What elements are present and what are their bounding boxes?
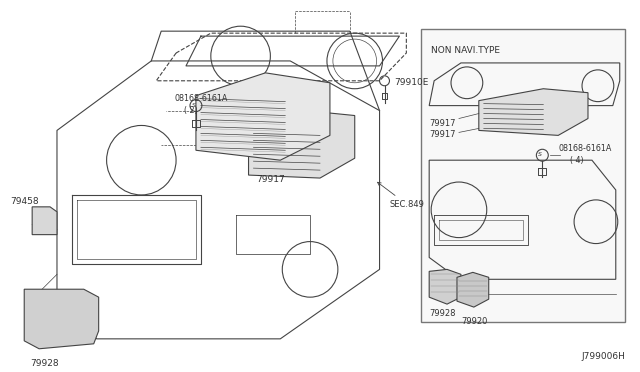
Polygon shape [479, 89, 588, 135]
Text: ( 4): ( 4) [570, 156, 584, 165]
Text: 08168-6161A: 08168-6161A [174, 94, 227, 103]
Text: 79928: 79928 [429, 309, 456, 318]
Polygon shape [24, 289, 99, 349]
Text: 79917: 79917 [429, 131, 456, 140]
Text: ( 2): ( 2) [184, 106, 198, 115]
Polygon shape [196, 73, 330, 160]
Text: NON NAVI.TYPE: NON NAVI.TYPE [431, 46, 500, 55]
Bar [421, 29, 625, 322]
Polygon shape [248, 110, 355, 178]
Text: 79458: 79458 [10, 198, 39, 206]
Polygon shape [429, 269, 461, 304]
Text: S: S [538, 152, 542, 157]
Text: 79917: 79917 [256, 175, 285, 184]
Text: SEC.849: SEC.849 [378, 182, 424, 209]
Text: 79910E: 79910E [394, 78, 429, 87]
Text: 79917: 79917 [429, 119, 456, 128]
Text: 08168-6161A: 08168-6161A [558, 144, 612, 153]
Polygon shape [32, 207, 57, 235]
Text: S: S [192, 103, 196, 108]
Polygon shape [457, 272, 489, 307]
Text: 79928: 79928 [30, 359, 59, 368]
Text: 79920: 79920 [461, 317, 487, 326]
Text: J799006H: J799006H [582, 352, 626, 361]
